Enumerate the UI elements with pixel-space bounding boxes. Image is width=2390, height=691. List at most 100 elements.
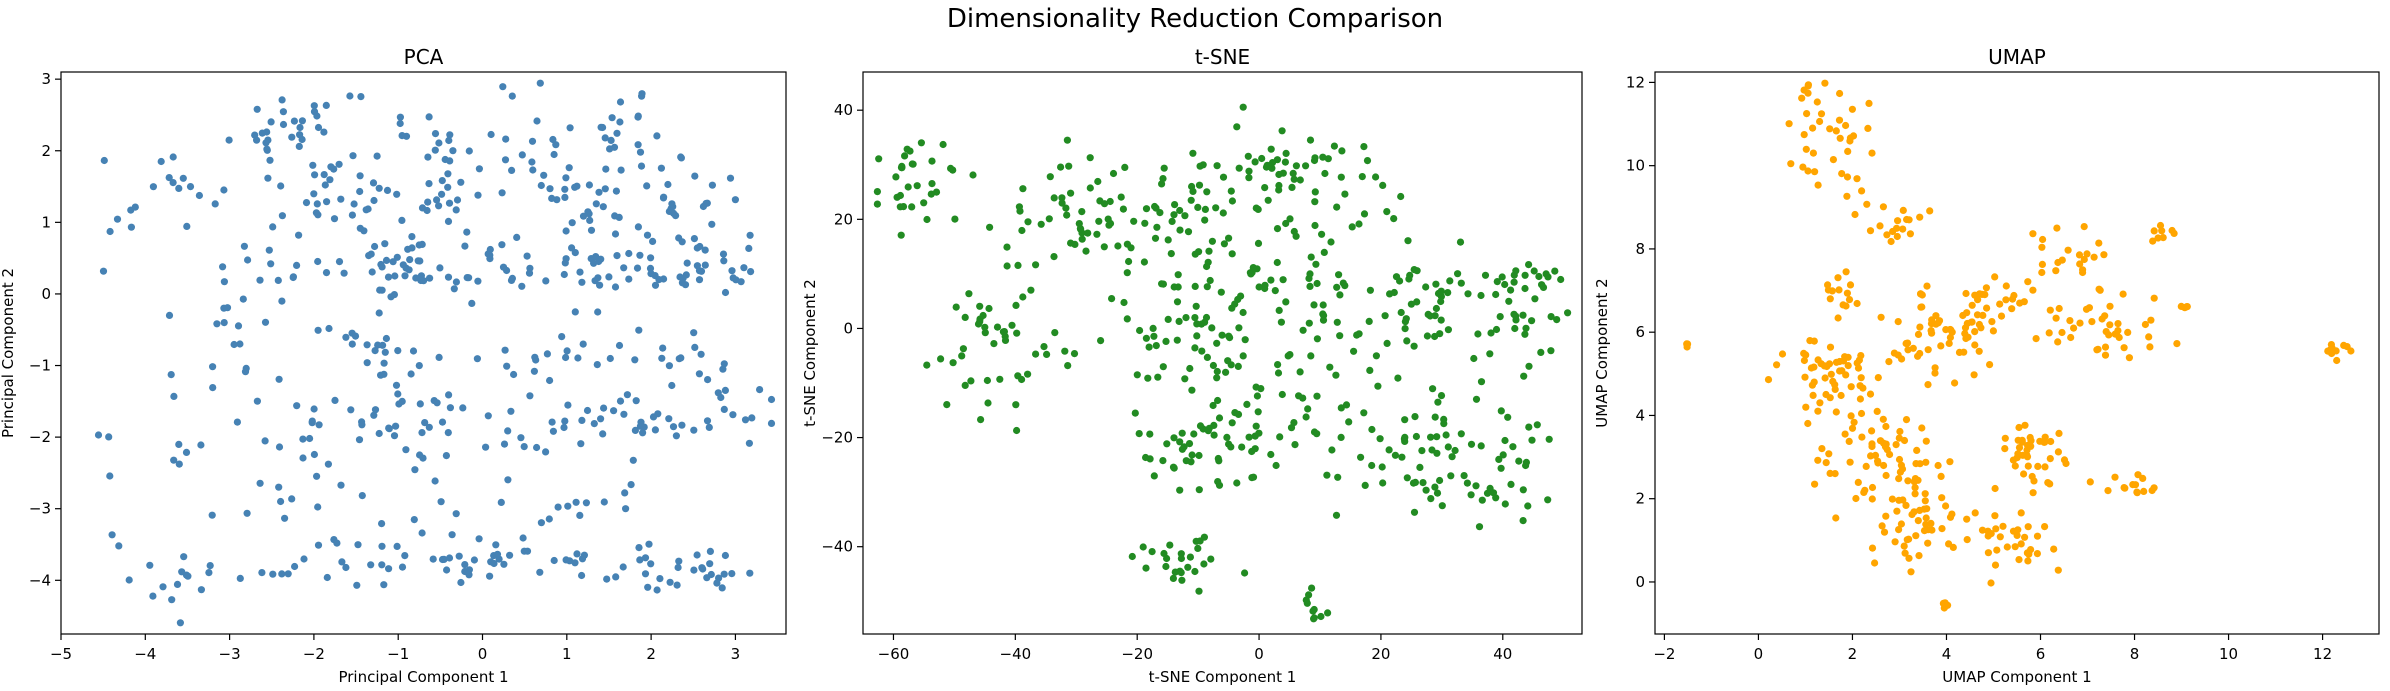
scatter-point — [508, 166, 516, 174]
scatter-point — [1410, 342, 1418, 350]
scatter-point — [1372, 352, 1380, 360]
scatter-point — [613, 129, 621, 137]
scatter-point — [616, 118, 624, 126]
scatter-point — [382, 334, 390, 343]
scatter-point — [355, 436, 364, 444]
scatter-point — [1968, 301, 1976, 309]
scatter-point — [1853, 175, 1861, 183]
scatter-point — [537, 181, 545, 190]
y-tick-label: 6 — [1635, 323, 1645, 341]
scatter-point — [314, 503, 322, 511]
scatter-point — [1898, 355, 1906, 363]
scatter-point — [554, 503, 562, 511]
scatter-point — [666, 578, 674, 586]
scatter-point — [337, 481, 345, 489]
scatter-point — [1163, 440, 1171, 448]
scatter-point — [622, 505, 630, 513]
scatter-point — [1368, 461, 1376, 470]
scatter-point — [564, 401, 572, 409]
scatter-point — [288, 495, 296, 503]
scatter-point — [1228, 304, 1236, 312]
scatter-point — [1922, 520, 1930, 528]
scatter-point — [1896, 427, 1904, 436]
scatter-point — [713, 579, 721, 587]
scatter-point — [2029, 230, 2037, 238]
scatter-point — [1255, 283, 1263, 291]
scatter-point — [1142, 205, 1151, 213]
y-tick-label: 8 — [1635, 240, 1645, 258]
scatter-point — [993, 323, 1002, 331]
x-axis-label: UMAP Component 1 — [1942, 668, 2091, 686]
scatter-point — [706, 547, 715, 556]
scatter-point — [578, 555, 587, 563]
scatter-point — [1210, 431, 1218, 439]
scatter-point — [549, 427, 558, 435]
scatter-point — [1337, 404, 1345, 412]
scatter-point — [1921, 490, 1929, 498]
scatter-point — [2066, 317, 2074, 325]
scatter-point — [2054, 566, 2062, 574]
scatter-point — [1902, 339, 1910, 348]
scatter-point — [1239, 352, 1247, 360]
scatter-point — [693, 244, 701, 252]
scatter-point — [313, 200, 321, 208]
scatter-point — [1444, 443, 1452, 451]
scatter-point — [1255, 429, 1263, 437]
scatter-point — [2150, 294, 2158, 302]
scatter-point — [2076, 319, 2084, 327]
x-tick-label: 0 — [1754, 645, 1764, 663]
scatter-point — [1142, 334, 1150, 342]
figure-title: Dimensionality Reduction Comparison — [946, 4, 1444, 34]
scatter-point — [446, 404, 454, 412]
scatter-point — [1213, 374, 1221, 382]
scatter-point — [299, 435, 307, 443]
scatter-point — [498, 189, 506, 197]
scatter-point — [1843, 173, 1852, 181]
scatter-point — [678, 238, 686, 246]
scatter-point — [720, 405, 728, 413]
scatter-point — [1904, 477, 1912, 485]
scatter-point — [1277, 318, 1285, 326]
scatter-point — [1181, 212, 1189, 220]
scatter-point — [1136, 326, 1144, 335]
scatter-point — [149, 183, 157, 191]
scatter-point — [1437, 292, 1445, 301]
scatter-point — [1894, 318, 1902, 326]
scatter-point — [1907, 568, 1915, 576]
scatter-point — [1276, 433, 1284, 441]
scatter-point — [1097, 337, 1105, 345]
scatter-point — [1989, 327, 1997, 335]
scatter-point — [1846, 281, 1855, 289]
scatter-point — [573, 550, 581, 558]
scatter-point — [908, 160, 916, 168]
scatter-point — [1444, 326, 1452, 334]
scatter-point — [1385, 446, 1393, 454]
scatter-point — [1551, 267, 1559, 275]
scatter-point — [1225, 234, 1233, 242]
scatter-point — [653, 586, 661, 594]
scatter-point — [1176, 486, 1184, 494]
scatter-point — [1845, 437, 1853, 445]
scatter-point — [1045, 215, 1053, 223]
scatter-point — [1931, 369, 1939, 377]
scatter-point — [1423, 332, 1431, 340]
scatter-point — [1248, 447, 1256, 456]
scatter-point — [645, 540, 653, 548]
scatter-point — [269, 570, 277, 578]
scatter-point — [1174, 271, 1182, 279]
scatter-point — [958, 352, 966, 360]
scatter-point — [1311, 188, 1319, 196]
scatter-point — [746, 231, 754, 239]
scatter-point — [620, 410, 628, 418]
scatter-point — [561, 417, 569, 425]
scatter-point — [1897, 520, 1905, 528]
scatter-point — [1900, 436, 1909, 445]
scatter-point — [320, 128, 328, 136]
scatter-point — [1082, 247, 1090, 255]
scatter-point — [1807, 364, 1815, 372]
scatter-point — [893, 193, 901, 201]
scatter-point — [979, 311, 987, 320]
scatter-point — [923, 215, 931, 224]
scatter-point — [256, 479, 264, 487]
scatter-point — [2003, 543, 2011, 551]
